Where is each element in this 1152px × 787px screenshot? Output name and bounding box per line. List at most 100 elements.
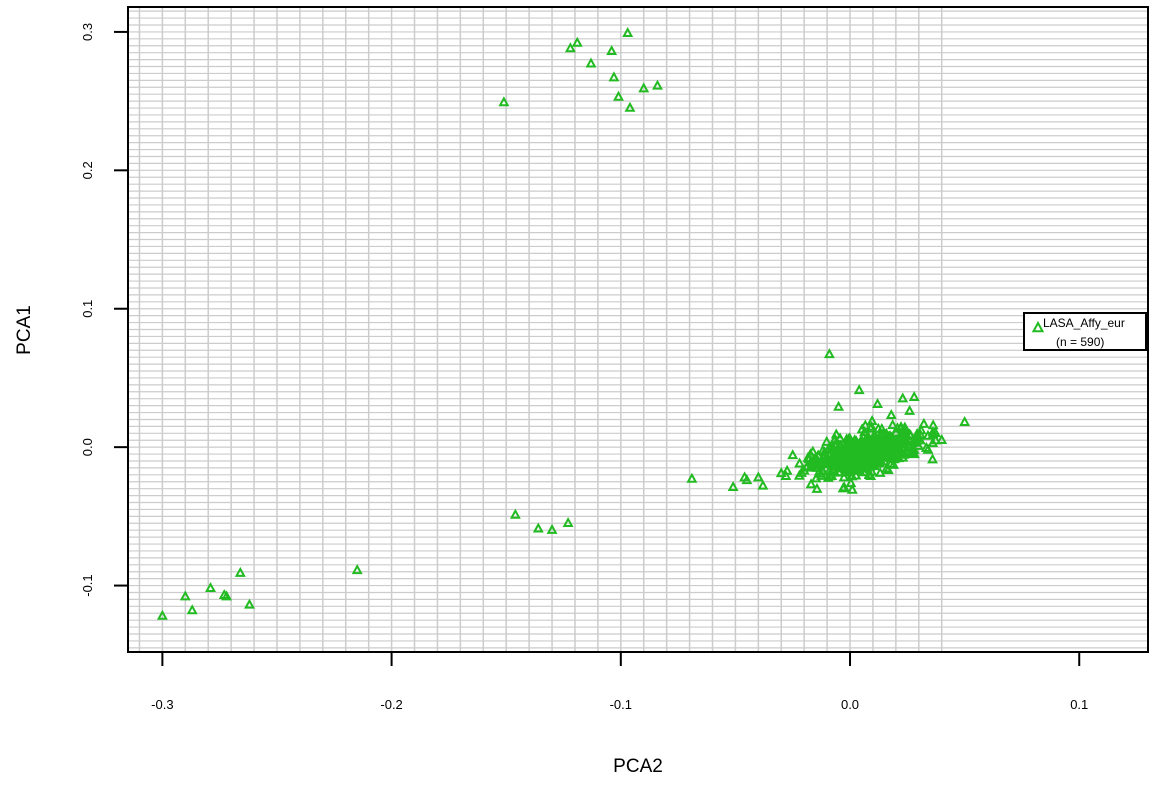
data-point [811, 482, 823, 493]
data-point [221, 590, 233, 601]
x-tick-label: -0.2 [380, 697, 402, 712]
data-point [823, 348, 835, 359]
x-tick-label: 0.0 [841, 697, 859, 712]
data-point [927, 453, 939, 464]
data-point [904, 404, 916, 415]
data-point [809, 461, 821, 472]
data-point [887, 419, 899, 430]
y-axis: -0.1 0.0 0.1 0.2 0.3 [80, 23, 128, 597]
data-point [562, 516, 574, 528]
data-point [895, 429, 907, 440]
data-point [838, 471, 850, 482]
data-point [787, 449, 799, 460]
data-point [805, 459, 817, 470]
data-point [802, 451, 814, 462]
data-point [890, 452, 901, 463]
data-point [915, 424, 927, 435]
legend: LASA_Affy_eur (n = 590) [1023, 312, 1147, 351]
data-point [873, 431, 885, 442]
data-point [902, 446, 914, 457]
data-point [741, 474, 753, 485]
data-point [608, 71, 620, 82]
data-point [234, 566, 246, 577]
data-point [853, 384, 865, 395]
data-point [840, 451, 852, 462]
data-point [810, 472, 822, 483]
y-axis-label: PCA1 [14, 305, 35, 355]
data-point [845, 477, 857, 488]
data-point [874, 466, 886, 477]
data-point [156, 609, 168, 620]
data-point [546, 523, 558, 534]
x-tick-label: -0.3 [151, 697, 173, 712]
data-point [179, 590, 191, 601]
data-point [205, 582, 216, 593]
data-point [638, 82, 650, 93]
data-point [846, 483, 858, 494]
data-point [826, 444, 838, 455]
data-point [820, 456, 832, 467]
y-tick-label: 0.0 [80, 438, 95, 456]
data-point [927, 419, 939, 430]
data-point [532, 522, 544, 533]
data-point [186, 604, 198, 615]
data-point [833, 459, 844, 470]
data-point [876, 422, 888, 433]
data-point [891, 439, 903, 450]
data-point [837, 482, 849, 493]
data-point [817, 465, 828, 476]
data-point [752, 471, 764, 482]
data-point [927, 428, 939, 439]
x-axis: -0.3 -0.2 -0.1 0.0 0.1 [151, 652, 1088, 712]
x-axis-label: PCA2 [613, 756, 663, 777]
data-point [821, 435, 833, 446]
data-point [872, 436, 884, 447]
data-point [856, 423, 868, 434]
data-point [727, 481, 739, 492]
data-point [822, 471, 834, 482]
data-points [156, 27, 971, 620]
data-point [908, 391, 920, 402]
data-point [879, 446, 891, 457]
data-point [509, 508, 521, 519]
x-tick-label: -0.1 [610, 697, 632, 712]
y-tick-label: 0.3 [80, 23, 95, 41]
data-point [846, 458, 858, 470]
x-tick-label: 0.1 [1070, 697, 1088, 712]
data-point [613, 90, 624, 101]
data-point [571, 36, 583, 47]
data-point [879, 442, 891, 453]
data-point [959, 415, 971, 426]
data-point [351, 564, 363, 575]
data-point [858, 466, 870, 477]
data-point [897, 392, 909, 403]
data-point [780, 469, 792, 480]
y-tick-label: 0.2 [80, 161, 95, 179]
data-point [918, 417, 930, 428]
data-point [936, 433, 948, 444]
legend-label: LASA_Affy_eur [1043, 316, 1125, 330]
data-point [564, 42, 576, 53]
data-point [828, 434, 840, 445]
data-point [854, 461, 866, 472]
data-point [775, 467, 787, 478]
data-point [794, 457, 806, 468]
legend-triangle-icon [1031, 320, 1045, 333]
data-point [881, 462, 893, 473]
data-point [826, 469, 838, 480]
data-point [890, 426, 902, 437]
data-point [880, 428, 892, 439]
data-point [793, 469, 805, 480]
data-point [850, 469, 862, 480]
data-point [920, 441, 932, 452]
data-point [888, 458, 900, 469]
data-point [922, 429, 934, 440]
data-point [805, 478, 817, 489]
data-point [927, 437, 939, 448]
data-point [812, 449, 824, 460]
data-point [868, 428, 880, 439]
data-point [850, 440, 862, 451]
y-tick-label: -0.1 [80, 574, 95, 596]
